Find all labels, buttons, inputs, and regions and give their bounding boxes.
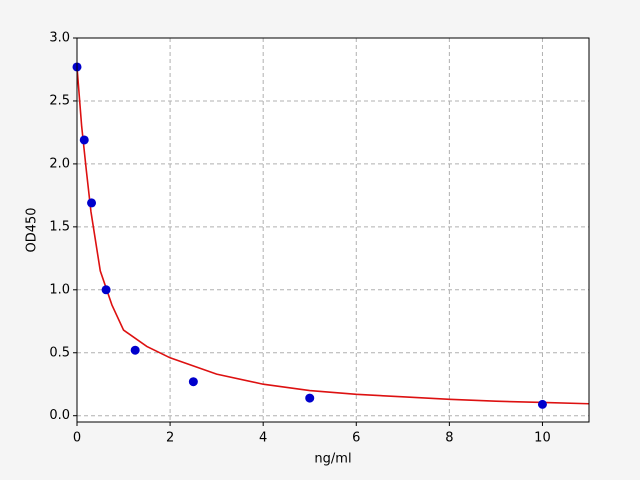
data-point <box>537 399 547 409</box>
x-axis-label: ng/ml <box>314 452 351 467</box>
y-axis-label: OD450 <box>25 207 40 252</box>
y-tick-label: 1.5 <box>49 219 70 234</box>
data-point <box>305 393 315 403</box>
x-tick-label: 6 <box>352 431 360 446</box>
y-tick-label: 2.5 <box>49 93 70 108</box>
data-point <box>130 345 140 355</box>
plot-area <box>77 38 589 422</box>
x-tick-label: 2 <box>166 431 174 446</box>
y-tick-label: 0.5 <box>49 345 70 360</box>
y-tick-label: 1.0 <box>49 282 70 297</box>
x-tick-label: 4 <box>259 431 267 446</box>
x-tick-label: 8 <box>445 431 453 446</box>
data-point <box>87 198 97 208</box>
data-point <box>101 285 111 295</box>
x-tick-label: 0 <box>73 431 81 446</box>
data-point <box>188 377 198 387</box>
plot-frame <box>76 37 590 423</box>
x-tick-label: 10 <box>534 431 551 446</box>
y-tick-label: 3.0 <box>49 31 70 46</box>
y-tick-label: 0.0 <box>49 408 70 423</box>
data-point <box>79 135 89 145</box>
y-tick-label: 2.0 <box>49 156 70 171</box>
